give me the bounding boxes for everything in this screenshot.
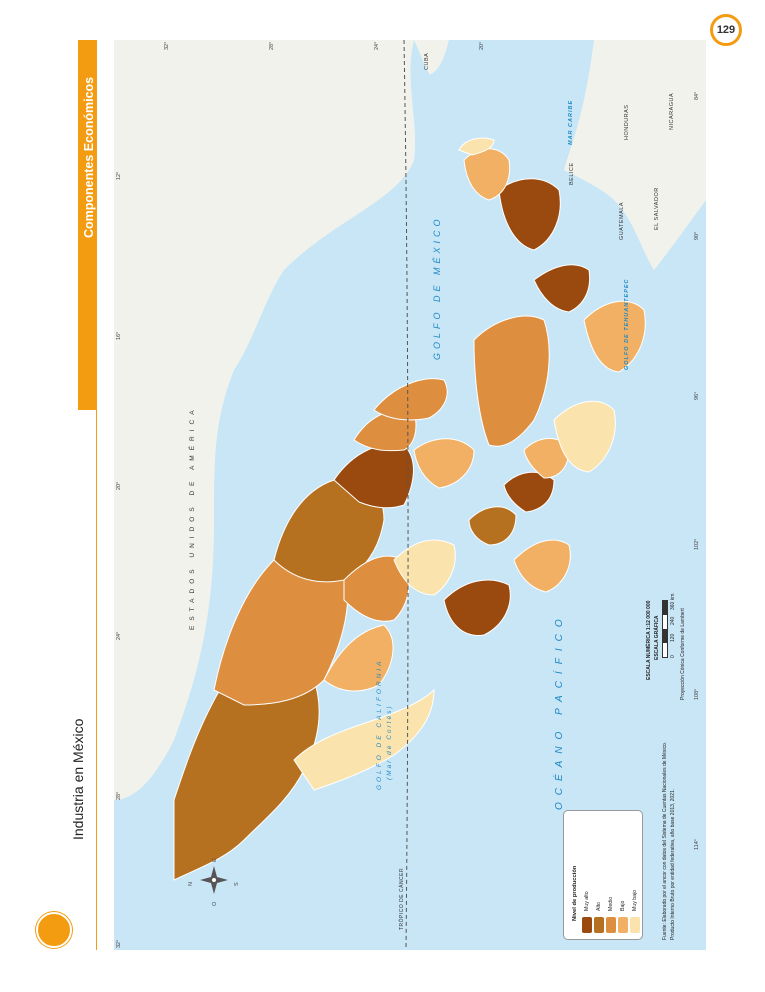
map-canvas	[114, 40, 706, 950]
lon-label-top: 28°	[269, 41, 275, 50]
scale-numeric: ESCALA NUMÉRICA 1:12 000 000	[646, 600, 652, 680]
belize-label: BELICE	[569, 162, 575, 185]
projection-note: Proyección Cónica Conforme de Lambert	[680, 608, 686, 700]
caribbean-islands	[414, 40, 449, 75]
quintana-roo	[458, 137, 495, 156]
tropic-of-cancer	[403, 40, 409, 950]
lat-label-left: 24°	[116, 631, 122, 640]
legend-title: Nivel de producción	[572, 865, 578, 921]
compass-s-label: S	[234, 882, 240, 886]
section-title: Componentes Económicos	[82, 76, 96, 238]
san-luis-potosi	[413, 438, 475, 489]
chiapas	[583, 300, 646, 373]
source-line-1: Fuente: Elaborado por el ancor con datos…	[662, 741, 668, 940]
oaxaca	[553, 400, 616, 473]
gulf-of-tehuantepec-label: GOLFO DE TEHUANTEPEC	[624, 278, 630, 370]
mexico-city-region	[503, 471, 555, 513]
map-title: Industria en México	[70, 718, 86, 840]
legend-swatch-muy-alto	[582, 917, 592, 933]
gulf-of-mexico-label: GOLFO DE MÉXICO	[432, 215, 442, 360]
lon-label-bottom: 90°	[694, 231, 700, 240]
compass-rose	[200, 866, 228, 894]
lat-label-left: 32°	[116, 939, 122, 948]
guerrero	[513, 539, 571, 593]
lon-label-bottom: 114°	[694, 839, 700, 850]
legend-label: Medio	[608, 896, 614, 911]
tamaulipas	[373, 378, 448, 421]
baja-california-sur	[293, 688, 435, 791]
legend-swatch-bajo	[618, 917, 628, 933]
legend: Nivel de producción Muy alto Alto Medio …	[563, 810, 643, 940]
scale-graphic: ESCALA GRÁFICA	[654, 615, 660, 660]
durango	[343, 555, 410, 622]
caribbean-sea-label: MAR CARIBE	[568, 99, 574, 145]
gulf-of-california-label: GOLFO DE CALIFORNIA	[376, 658, 383, 790]
lon-label-bottom: 84°	[694, 91, 700, 100]
lat-label-left: 16°	[116, 331, 122, 340]
guanajuato	[468, 506, 517, 546]
lon-label-top: 24°	[374, 41, 380, 50]
honduras-label: HONDURAS	[624, 104, 630, 140]
cuba-label: CUBA	[424, 52, 430, 70]
pacific-ocean-label: OCÉANO PACÍFICO	[554, 612, 565, 810]
puebla	[523, 438, 570, 479]
map-frame: 32° 28° 24° 20° 16° 12° 32° 28° 24° 20° …	[114, 40, 706, 950]
scale-tick: 120	[670, 633, 676, 642]
section-tab	[78, 40, 96, 410]
scale-tick: 240	[670, 616, 676, 625]
usa-land	[114, 40, 416, 800]
lon-label-top: 32°	[164, 41, 170, 50]
scale-bar	[662, 600, 668, 658]
scale-tick: 0	[670, 655, 676, 658]
publisher-logo	[36, 912, 72, 948]
zacatecas	[393, 539, 456, 596]
tropic-of-cancer-label: TRÓPICO DE CÁNCER	[399, 867, 405, 930]
chihuahua	[273, 477, 385, 583]
tabasco	[533, 264, 591, 313]
legend-swatch-alto	[594, 917, 604, 933]
scale-tick: 360 km	[670, 593, 676, 610]
guatemala-label: GUATEMALA	[619, 201, 625, 240]
sinaloa	[323, 624, 394, 692]
lon-label-bottom: 108°	[694, 688, 700, 700]
usa-label: ESTADOS UNIDOS DE AMÉRICA	[189, 405, 196, 630]
sea-of-cortes-label: (Mar de Cortés)	[386, 704, 393, 780]
lat-label-left: 12°	[116, 171, 122, 180]
lat-label-left: 20°	[116, 481, 122, 490]
legend-label: Muy bajo	[632, 889, 638, 911]
lon-label-bottom: 102°	[694, 538, 700, 550]
veracruz	[473, 315, 550, 447]
campeche	[498, 178, 561, 251]
source-line-2: Producto Interno Bruto por entidad feder…	[670, 788, 676, 940]
compass-n-label: N	[188, 882, 194, 886]
coahuila	[333, 443, 414, 509]
legend-swatch-muy-bajo	[630, 917, 640, 933]
legend-label: Alto	[596, 902, 602, 911]
legend-label: Muy alto	[584, 891, 590, 911]
lon-label-top: 20°	[479, 41, 485, 50]
nuevo-leon	[353, 409, 417, 452]
page-number: 129	[710, 14, 742, 46]
compass-o-label: O	[212, 901, 218, 906]
legend-label: Bajo	[620, 900, 626, 911]
side-rule	[96, 40, 97, 950]
central-america	[564, 40, 706, 270]
compass-e-label: E	[212, 858, 218, 862]
legend-swatch-medio	[606, 917, 616, 933]
lon-label-bottom: 96°	[694, 391, 700, 400]
nicaragua-label: NICARAGUA	[669, 92, 675, 130]
el-salvador-label: EL SALVADOR	[654, 187, 660, 230]
lat-label-left: 28°	[116, 791, 122, 800]
jalisco	[443, 579, 511, 636]
